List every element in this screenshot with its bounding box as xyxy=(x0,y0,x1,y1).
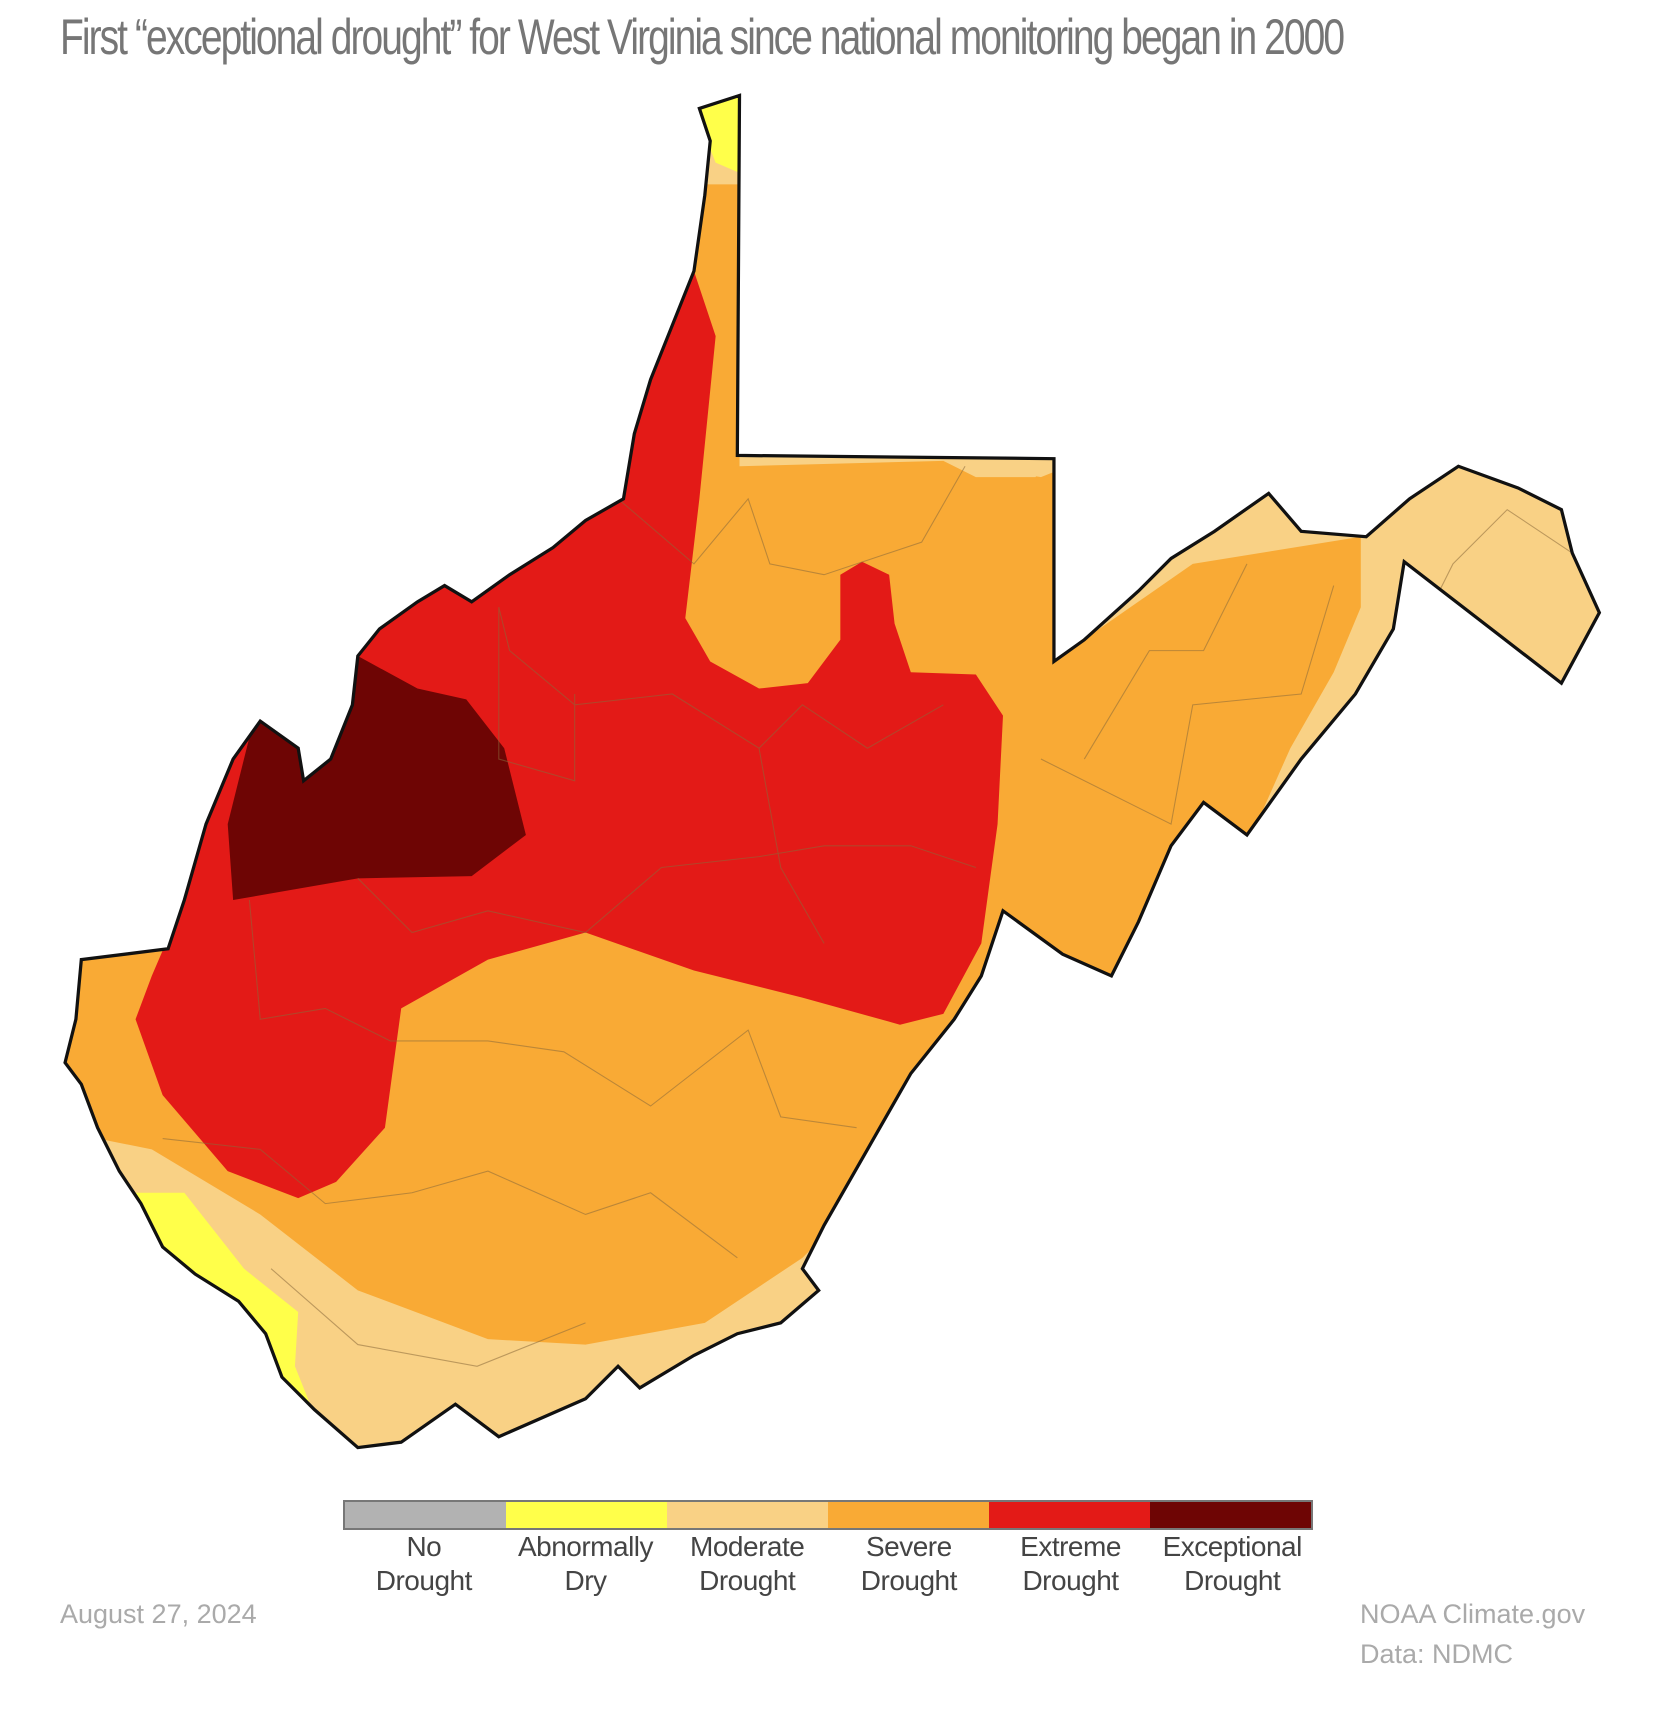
legend-label-severe-drought: Severe Drought xyxy=(828,1530,990,1598)
map-title: First “exceptional drought” for West Vir… xyxy=(60,9,1345,65)
data-source: Data: NDMC xyxy=(1360,1639,1514,1669)
legend-swatch-no-drought xyxy=(345,1502,506,1528)
legend-label-exceptional-drought: Exceptional Drought xyxy=(1151,1530,1313,1598)
legend-label-line: Drought xyxy=(1184,1565,1281,1596)
legend-label-line: Drought xyxy=(375,1565,473,1596)
extreme-drought-region xyxy=(108,271,1003,1199)
legend-label-line: Exceptional xyxy=(1162,1531,1303,1562)
legend-label-abnormally-dry: Abnormally Dry xyxy=(505,1530,667,1598)
legend-label-line: Drought xyxy=(699,1565,796,1596)
map-date: August 27, 2024 xyxy=(60,1599,257,1629)
legend-label-line: Moderate xyxy=(690,1531,805,1562)
legend-label-moderate-drought: Moderate Drought xyxy=(666,1530,828,1598)
legend-swatch-moderate-drought xyxy=(667,1502,828,1528)
legend-label-line: Dry xyxy=(564,1565,607,1596)
legend-swatch-exceptional-drought xyxy=(1150,1502,1311,1528)
legend-swatch-abnormally-dry xyxy=(506,1502,667,1528)
legend-label-extreme-drought: Extreme Drought xyxy=(990,1530,1152,1598)
moderate-drought-region-north xyxy=(943,460,1047,478)
legend-label-line: Severe xyxy=(865,1531,952,1562)
legend-label-line: Abnormally xyxy=(517,1531,654,1562)
legend: No Drought Abnormally Dry Moderate Drought … xyxy=(343,1500,1313,1598)
legend-color-bar xyxy=(343,1500,1313,1530)
legend-label-line: No xyxy=(406,1531,442,1562)
county-lines xyxy=(162,466,1573,1367)
legend-label-line: Drought xyxy=(1022,1565,1119,1596)
credit: NOAA Climate.gov xyxy=(1360,1599,1586,1629)
legend-label-line: Drought xyxy=(860,1565,958,1596)
legend-swatch-extreme-drought xyxy=(989,1502,1150,1528)
exceptional-drought-region xyxy=(227,656,526,900)
legend-swatch-severe-drought xyxy=(828,1502,989,1528)
legend-label-no-drought: No Drought xyxy=(343,1530,505,1598)
legend-label-line: Extreme xyxy=(1020,1531,1121,1562)
